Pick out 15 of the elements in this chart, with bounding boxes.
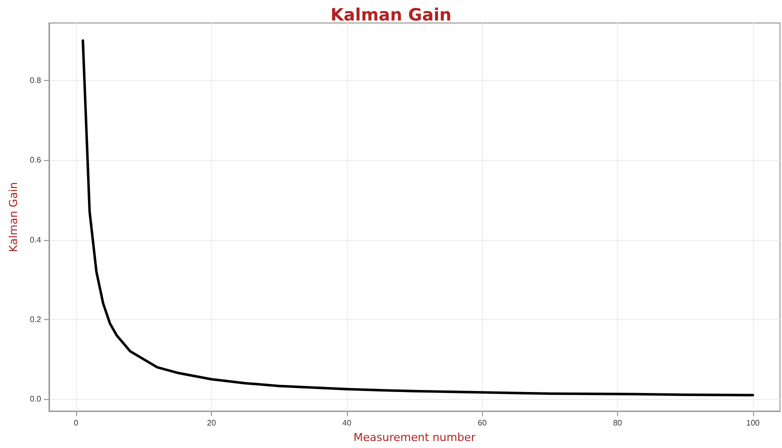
line-series: [82, 39, 754, 396]
x-tick-label: 100: [746, 418, 760, 428]
y-tick-label: 0.8: [30, 76, 42, 85]
x-tick-label: 20: [207, 418, 216, 428]
chart-title: Kalman Gain: [330, 6, 452, 26]
y-tick-label: 0.2: [30, 314, 42, 324]
y-tick-label: 0.4: [30, 235, 42, 244]
x-tick-label: 60: [478, 418, 488, 428]
y-axis-title: Kalman Gain: [7, 182, 20, 252]
y-tick-label: 0.6: [30, 156, 42, 165]
x-tick-label: 80: [613, 418, 623, 428]
y-tick-label: 0.0: [30, 394, 42, 404]
x-tick-label: 0: [74, 418, 79, 428]
x-tick-label: 40: [342, 418, 352, 428]
x-axis-title: Measurement number: [354, 431, 476, 444]
